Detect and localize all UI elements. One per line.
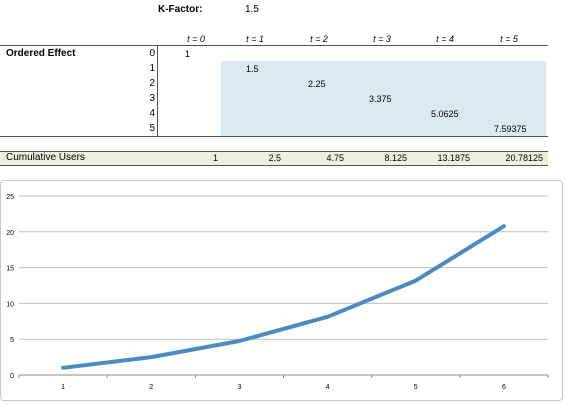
x-tick-label: 3	[237, 384, 241, 391]
y-tick-label: 15	[6, 266, 14, 273]
time-header: t = 2	[310, 34, 328, 44]
row-index: 0	[149, 48, 155, 59]
cumulative-users-row	[0, 151, 548, 166]
index-column-border	[157, 46, 158, 136]
row-index: 5	[149, 123, 155, 134]
y-tick-label: 10	[6, 301, 14, 308]
row-index: 2	[149, 78, 155, 89]
cumulative-users-cell[interactable]: 1	[212, 153, 218, 163]
time-header: t = 5	[500, 34, 518, 44]
kfactor-label: K-Factor:	[158, 4, 203, 15]
x-tick-label: 6	[502, 384, 506, 391]
time-header: t = 1	[246, 34, 264, 44]
y-tick-label: 20	[6, 230, 14, 237]
chart-frame[interactable]: 0 5 10 15 20 25 1 2 3 4 5 6	[0, 180, 563, 401]
cumulative-users-cell[interactable]: 2.5	[268, 153, 281, 163]
ordered-effect-cell[interactable]: 1.5	[246, 64, 259, 74]
cumulative-users-label: Cumulative Users	[6, 152, 85, 163]
y-tick-label: 5	[10, 337, 14, 344]
row-index: 3	[149, 93, 155, 104]
ordered-effect-cell[interactable]: 1	[185, 49, 191, 59]
time-header: t = 0	[187, 34, 205, 44]
table-bottom-border	[0, 136, 548, 137]
x-tick-label: 1	[61, 384, 65, 391]
ordered-effect-cell[interactable]: 3.375	[369, 94, 392, 104]
x-tick-label: 5	[414, 384, 418, 391]
cumulative-users-cell[interactable]: 13.1875	[437, 153, 470, 163]
ordered-effect-cell[interactable]: 2.25	[308, 79, 326, 89]
table-top-border	[0, 45, 548, 46]
series-line	[61, 224, 506, 370]
ordered-effect-shaded-area	[221, 61, 546, 136]
cumulative-users-cell[interactable]: 8.125	[384, 153, 407, 163]
y-tick-label: 0	[10, 373, 14, 380]
cumulative-users-chart[interactable]: 0 5 10 15 20 25 1 2 3 4 5 6	[1, 181, 562, 400]
ordered-effect-label: Ordered Effect	[6, 48, 76, 59]
time-header: t = 3	[373, 34, 391, 44]
ordered-effect-cell[interactable]: 5.0625	[431, 109, 459, 119]
kfactor-value[interactable]: 1.5	[245, 4, 259, 15]
time-header: t = 4	[436, 34, 454, 44]
cumulative-users-cell[interactable]: 4.75	[326, 153, 344, 163]
row-index: 4	[149, 108, 155, 119]
x-tick-label: 4	[326, 384, 330, 391]
row-index: 1	[149, 63, 155, 74]
cumulative-users-cell[interactable]: 20.78125	[505, 153, 543, 163]
x-tick-label: 2	[149, 384, 153, 391]
ordered-effect-cell[interactable]: 7.59375	[494, 124, 527, 134]
y-tick-label: 25	[6, 194, 14, 201]
